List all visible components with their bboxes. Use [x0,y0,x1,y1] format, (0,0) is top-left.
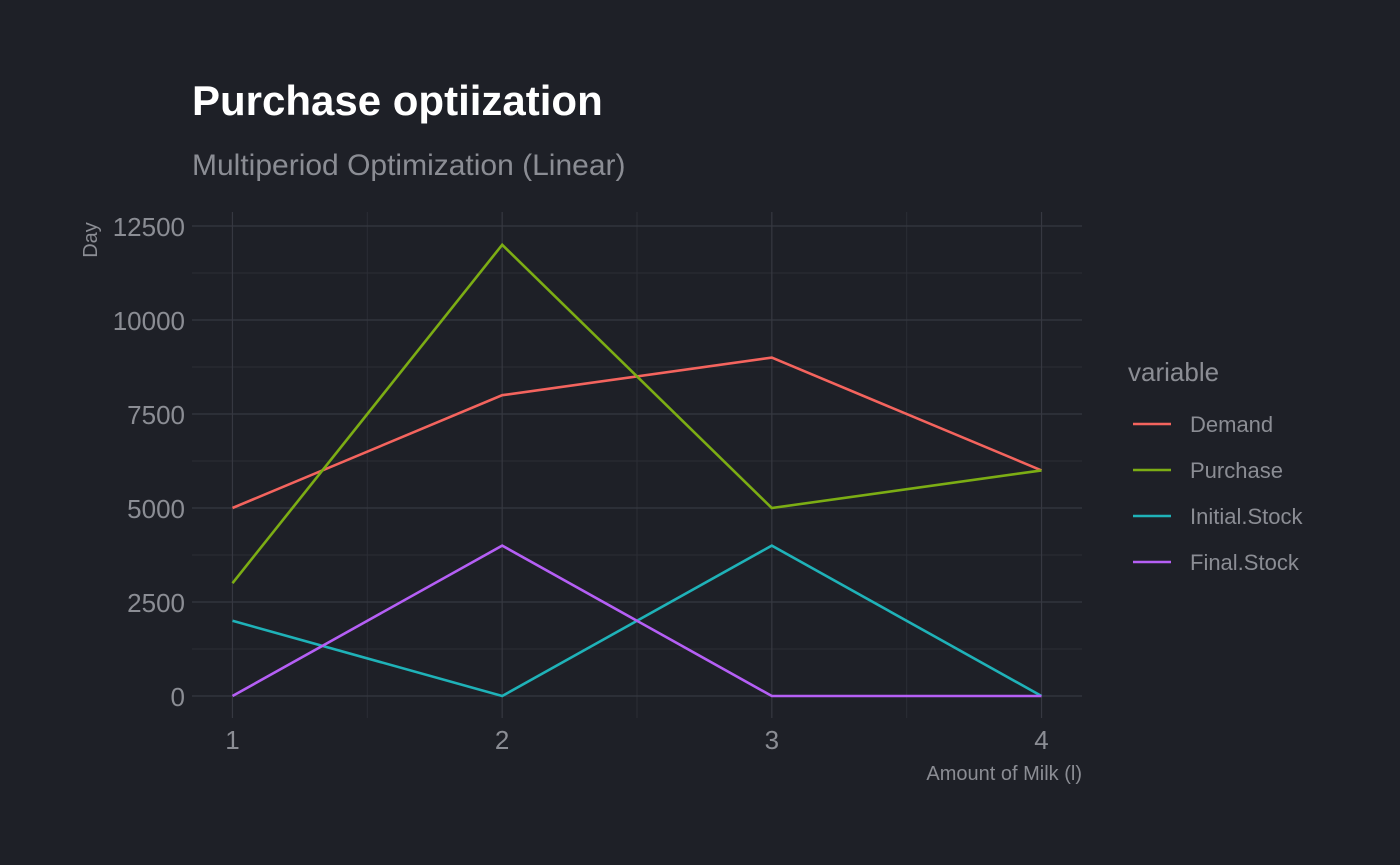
legend: variable Demand Purchase Initial.Stock Fina… [1128,357,1303,575]
chart-title: Purchase optiization [192,77,603,124]
y-tick-label: 12500 [113,212,185,242]
legend-title: variable [1128,357,1219,387]
x-axis-ticks: 1 2 3 4 [225,725,1049,755]
legend-label-purchase: Purchase [1190,458,1283,483]
grid [192,212,1082,718]
y-tick-label: 10000 [113,306,185,336]
y-axis-label: Day [80,222,102,258]
chart-subtitle: Multiperiod Optimization (Linear) [192,149,626,182]
legend-label-initial-stock: Initial.Stock [1190,504,1303,529]
legend-label-demand: Demand [1190,412,1273,437]
y-tick-label: 2500 [127,588,185,618]
series-line-purchase [231,242,1042,585]
y-tick-label: 0 [171,682,185,712]
x-tick-label: 3 [765,725,779,755]
y-tick-label: 5000 [127,494,185,524]
y-axis-ticks: 0 2500 5000 7500 10000 12500 [113,212,185,712]
series-line-final-stock [231,544,1042,698]
series [231,242,1043,698]
x-axis-label: Amount of Milk (l) [926,763,1082,785]
x-tick-label: 1 [225,725,239,755]
x-tick-label: 2 [495,725,509,755]
x-tick-label: 4 [1034,725,1048,755]
legend-label-final-stock: Final.Stock [1190,550,1300,575]
y-tick-label: 7500 [127,400,185,430]
